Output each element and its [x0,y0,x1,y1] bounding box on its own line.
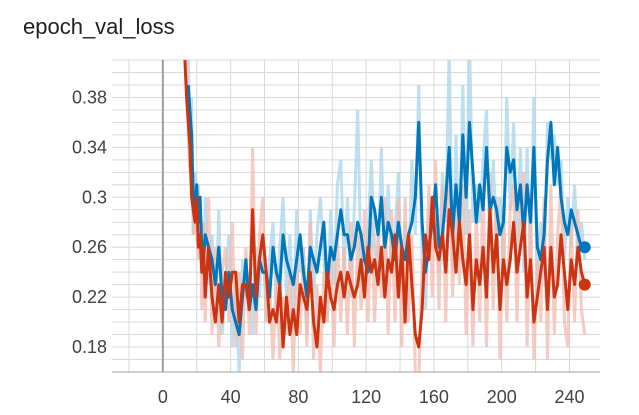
y-tick-label: 0.18 [72,337,107,357]
y-tick-label: 0.3 [82,187,107,207]
x-tick-label: 40 [221,387,241,407]
y-tick-label: 0.38 [72,87,107,107]
x-tick-label: 80 [288,387,308,407]
chart-title: epoch_val_loss [23,14,175,39]
x-tick-label: 160 [419,387,449,407]
x-tick-label: 240 [554,387,584,407]
end-markers-layer [578,241,591,291]
y-tick-label: 0.34 [72,137,107,157]
series-end-marker-1 [578,241,591,254]
y-tick-label: 0.26 [72,237,107,257]
x-tick-label: 0 [158,387,168,407]
series-line-2 [183,60,587,349]
y-tick-label: 0.22 [72,287,107,307]
smoothed-series-layer [183,60,587,349]
axis-layer: 0.18 0.22 0.26 0.3 0.34 0.38 0 40 80 120 160 200 240 [72,60,600,407]
series-end-marker-2 [578,278,591,291]
x-tick-label: 120 [351,387,381,407]
x-tick-label: 200 [487,387,517,407]
